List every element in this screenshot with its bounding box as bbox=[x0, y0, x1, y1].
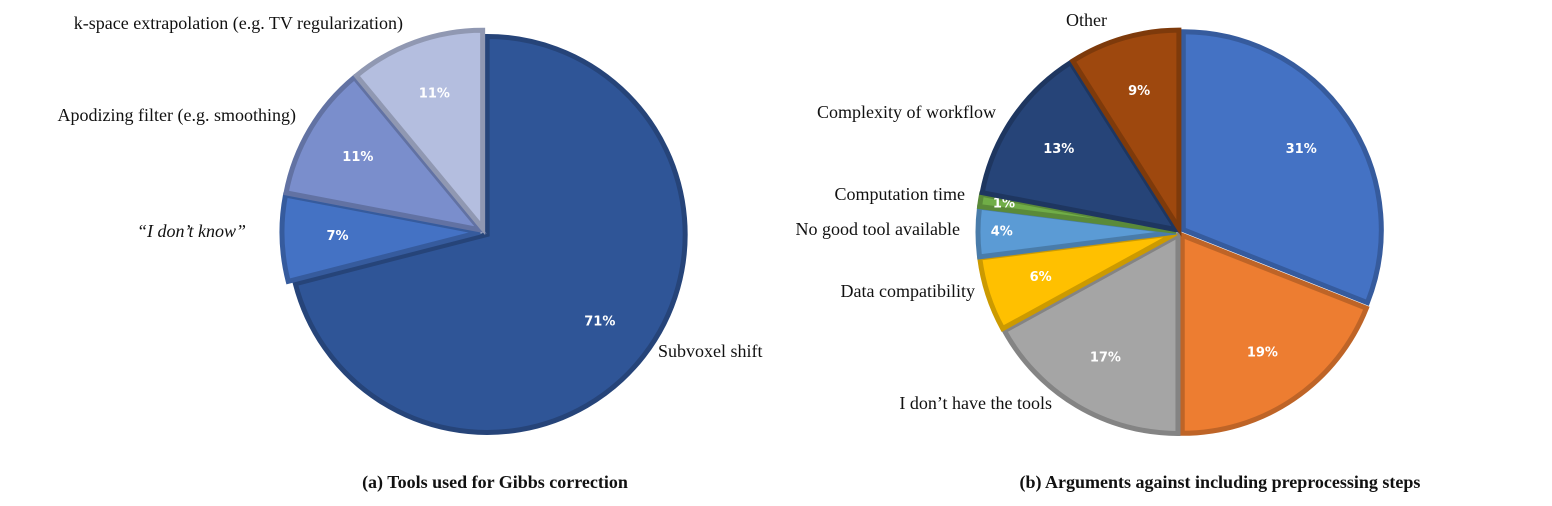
data-label: 9% bbox=[1128, 84, 1150, 99]
data-label: 11% bbox=[419, 87, 450, 102]
data-label: 17% bbox=[1090, 351, 1121, 366]
slice-label: “I don’t know” bbox=[137, 221, 246, 241]
data-label: 6% bbox=[1030, 270, 1052, 285]
chart-caption: (a) Tools used for Gibbs correction bbox=[362, 472, 628, 493]
data-label: 7% bbox=[326, 229, 348, 244]
pie-slice bbox=[979, 59, 1182, 234]
pie-slice bbox=[1069, 27, 1182, 237]
slice-label: Other bbox=[1066, 10, 1107, 30]
slice-label: Computation time bbox=[835, 184, 966, 204]
slice-label: Subvoxel shift bbox=[658, 341, 763, 361]
pie-slice bbox=[283, 73, 487, 234]
pie-slice bbox=[1001, 231, 1181, 436]
pie-slice bbox=[1179, 231, 1370, 436]
data-label: 71% bbox=[584, 314, 615, 329]
pie-slice bbox=[352, 27, 486, 236]
chart-caption: (b) Arguments against including preproce… bbox=[1020, 472, 1421, 493]
slice-label: k-space extrapolation (e.g. TV regulariz… bbox=[74, 13, 403, 34]
data-label: 19% bbox=[1247, 346, 1278, 361]
data-label: 13% bbox=[1043, 142, 1074, 157]
slice-label: Complexity of workflow bbox=[817, 102, 996, 122]
pie-slice bbox=[292, 33, 688, 435]
data-label: 31% bbox=[1286, 142, 1317, 157]
slice-label: Data compatibility bbox=[841, 281, 975, 301]
slice-label: Apodizing filter (e.g. smoothing) bbox=[58, 105, 296, 126]
slice-label: No good tool available bbox=[796, 219, 960, 239]
data-label: 11% bbox=[342, 150, 373, 165]
data-label: 4% bbox=[991, 225, 1013, 240]
pie-slice bbox=[1180, 29, 1384, 306]
slice-label: I don’t have the tools bbox=[899, 393, 1052, 413]
